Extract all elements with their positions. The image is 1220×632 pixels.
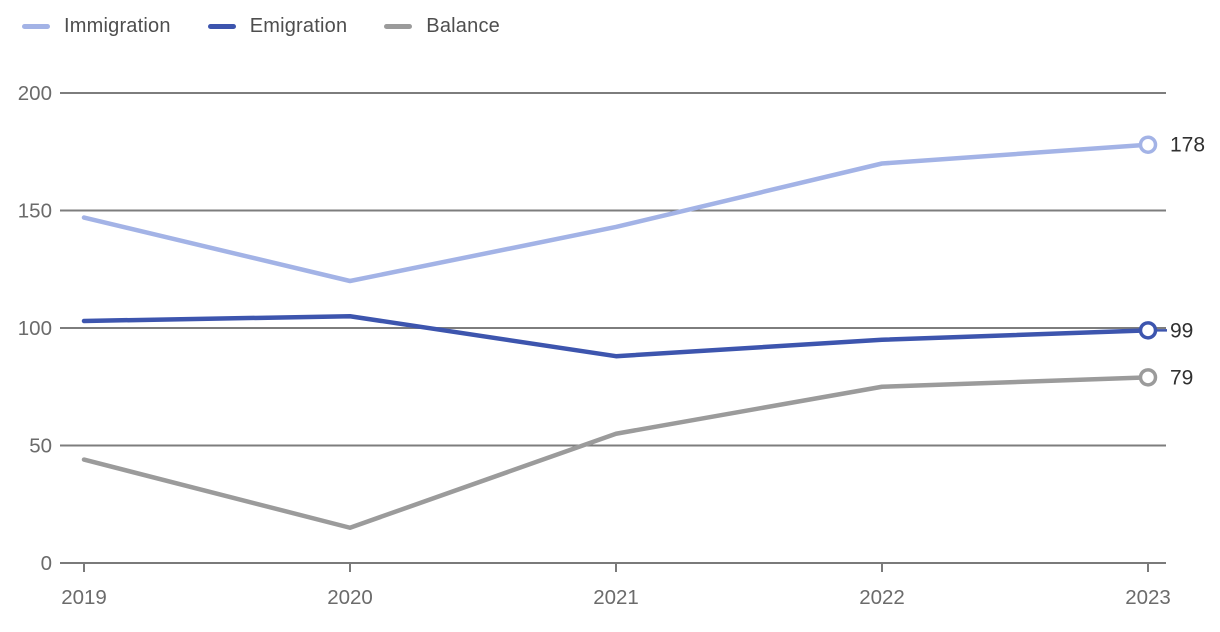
x-tick-label: 2021	[593, 586, 639, 609]
end-marker-balance-icon	[1138, 368, 1158, 387]
x-tick-label: 2022	[859, 586, 905, 609]
x-tick-label: 2019	[61, 586, 107, 609]
y-tick-label: 0	[41, 552, 52, 575]
end-value-label-immigration: 178	[1170, 134, 1205, 157]
y-tick-label: 150	[18, 200, 52, 223]
y-tick-label: 200	[18, 82, 52, 105]
end-value-label-balance: 79	[1170, 366, 1193, 389]
legend-item-immigration: Immigration	[22, 15, 171, 38]
legend-label-balance: Balance	[426, 15, 500, 37]
end-marker-emigration-icon	[1138, 321, 1158, 340]
legend-swatch-immigration-icon	[22, 24, 50, 29]
legend-swatch-emigration-icon	[207, 24, 236, 29]
legend-item-balance: Balance	[384, 15, 500, 38]
legend: Immigration Emigration Balance	[22, 15, 500, 38]
legend-label-immigration: Immigration	[64, 15, 171, 37]
series-line-emigration	[81, 314, 1151, 359]
series-line-immigration	[81, 142, 1151, 284]
legend-label-emigration: Emigration	[249, 15, 348, 37]
x-tick-label: 2020	[327, 586, 373, 609]
y-tick-label: 100	[18, 317, 52, 340]
x-tick-label: 2023	[1125, 586, 1171, 609]
legend-swatch-balance-icon	[384, 24, 413, 29]
series-line-balance	[81, 375, 1151, 530]
end-marker-immigration-icon	[1138, 135, 1158, 154]
end-value-label-emigration: 99	[1170, 319, 1193, 342]
y-tick-label: 50	[29, 435, 52, 458]
legend-item-emigration: Emigration	[207, 15, 348, 38]
